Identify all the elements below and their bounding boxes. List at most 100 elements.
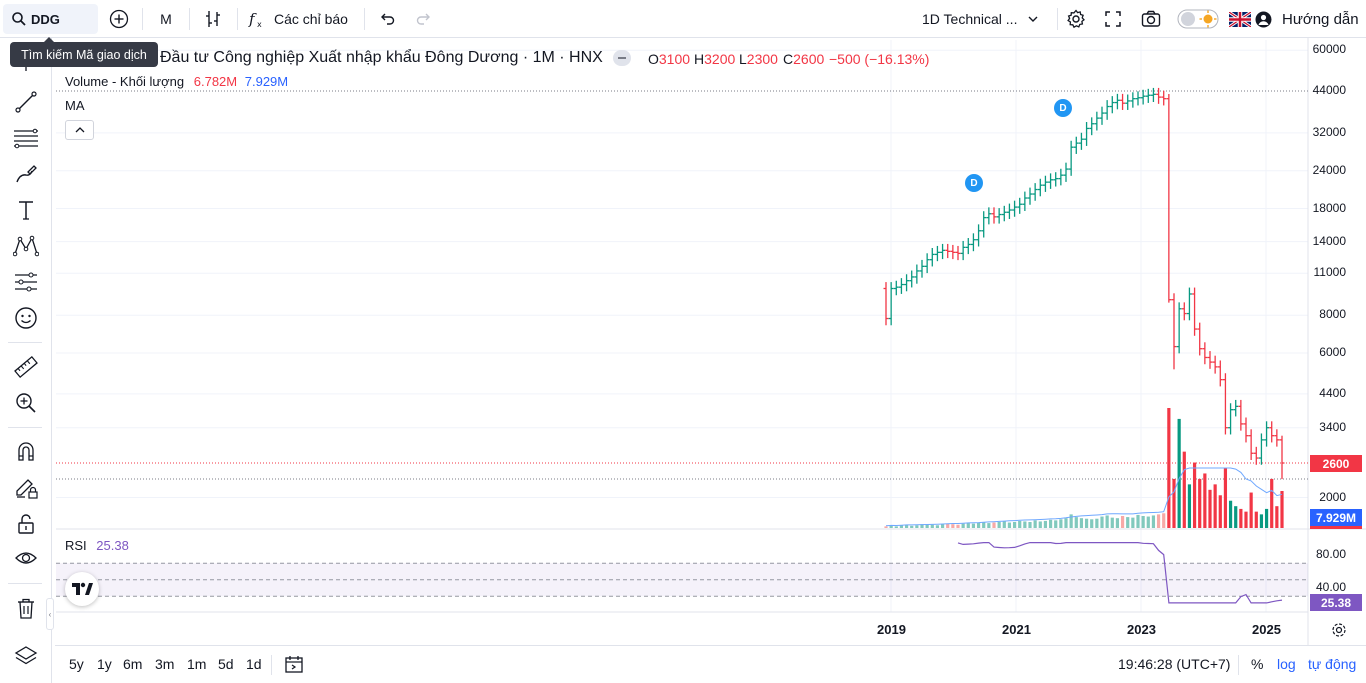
range-1y-button[interactable]: 1y <box>97 656 112 672</box>
volume-bar <box>1146 516 1150 528</box>
range-3m-button[interactable]: 3m <box>155 656 175 672</box>
volume-bar <box>1033 520 1037 528</box>
plus-circle-icon <box>109 9 129 29</box>
dividend-event-badge[interactable]: D <box>1054 99 1072 117</box>
auto-scale-toggle[interactable]: tự động <box>1308 656 1357 672</box>
price-axis-label: 8000 <box>1319 307 1346 322</box>
volume-ma-value: 7.929M <box>244 74 289 89</box>
symbol-title[interactable]: Đầu tư Công nghiệp Xuất nhập khẩu Đông D… <box>160 49 603 66</box>
last-price-tag: 2600 <box>1310 455 1362 472</box>
volume-ma-line <box>885 467 1283 527</box>
market-status-badge[interactable] <box>613 50 631 66</box>
object-tree-tool[interactable] <box>8 640 44 672</box>
ohlc-low: L2300 <box>739 51 778 67</box>
clock-timezone[interactable]: 19:46:28 (UTC+7) <box>1118 656 1231 672</box>
zoom-in-tool[interactable] <box>8 387 44 419</box>
chart-type-button[interactable] <box>199 4 227 34</box>
settings-button[interactable] <box>1062 4 1090 34</box>
symbol-search-button[interactable]: DDG <box>3 4 98 34</box>
lock-drawings-tool[interactable] <box>8 508 44 540</box>
rsi-axis-label: 40.00 <box>1315 580 1346 594</box>
fullscreen-button[interactable] <box>1099 4 1127 34</box>
text-tool[interactable] <box>8 194 44 226</box>
fullscreen-icon <box>1105 11 1121 27</box>
rsi-line <box>957 541 1283 604</box>
volume-bar <box>1018 520 1022 528</box>
layout-template-dropdown[interactable]: 1D Technical ... <box>914 4 1050 34</box>
volume-bar <box>884 526 888 528</box>
language-button[interactable] <box>1228 4 1252 34</box>
volume-bar <box>1002 521 1006 528</box>
guide-label: Hướng dẫn <box>1282 10 1359 28</box>
volume-bar <box>1126 517 1130 528</box>
range-1d-button[interactable]: 1d <box>246 656 262 672</box>
ma-legend[interactable]: MA <box>65 98 85 113</box>
axis-settings-button[interactable] <box>1331 622 1347 643</box>
toolbar-divider <box>142 8 143 30</box>
compare-symbol-button[interactable] <box>105 4 133 34</box>
hide-drawings-tool[interactable] <box>8 542 44 574</box>
volume-bar <box>904 524 909 528</box>
volume-bar <box>1259 514 1264 528</box>
price-axis-label: 4400 <box>1319 385 1346 400</box>
icon-tool[interactable] <box>8 302 44 334</box>
volume-bar <box>1141 516 1145 528</box>
go-to-date-button[interactable] <box>284 654 304 679</box>
tradingview-logo[interactable] <box>65 572 99 606</box>
brush-tool[interactable] <box>8 158 44 190</box>
log-scale-toggle[interactable]: log <box>1277 656 1296 672</box>
forecast-tool[interactable] <box>8 266 44 298</box>
ohlc-high: H3200 <box>694 51 735 67</box>
undo-button[interactable] <box>373 4 401 34</box>
volume-bar <box>894 526 898 528</box>
volume-bar <box>971 523 976 528</box>
rsi-value: 25.38 <box>96 538 129 553</box>
bar-chart-type-icon <box>206 11 220 27</box>
price-axis-label: 3400 <box>1319 419 1346 434</box>
range-6m-button[interactable]: 6m <box>123 656 143 672</box>
collapse-toolbar-handle[interactable]: ‹ <box>46 598 54 630</box>
range-5y-button[interactable]: 5y <box>69 656 84 672</box>
percent-scale-toggle[interactable]: % <box>1251 656 1264 672</box>
smiley-icon <box>15 307 37 329</box>
theme-toggle[interactable] <box>1176 4 1220 34</box>
range-1m-button[interactable]: 1m <box>187 656 207 672</box>
toolbar-divider <box>8 427 42 428</box>
volume-bar <box>1280 491 1284 528</box>
fibonacci-tool[interactable] <box>8 122 44 154</box>
guide-button[interactable]: Hướng dẫn <box>1255 4 1365 34</box>
drawing-mode-tool[interactable] <box>8 472 44 504</box>
volume-bar <box>935 525 940 528</box>
minus-icon <box>618 57 626 59</box>
volume-bar <box>1151 515 1156 528</box>
volume-bar <box>1249 492 1253 528</box>
change-value: −500 (−16.13%) <box>829 51 930 67</box>
snapshot-button[interactable] <box>1137 4 1165 34</box>
volume-bar <box>1110 517 1114 528</box>
magnet-tool[interactable] <box>8 436 44 468</box>
volume-label: Volume - Khối lượng <box>65 74 185 89</box>
volume-bar <box>1203 473 1207 528</box>
delete-drawings-tool[interactable] <box>8 593 44 625</box>
time-axis-label: 2019 <box>877 622 906 637</box>
svg-text:f: f <box>248 10 257 28</box>
ohlc-open: O3100 <box>648 51 690 67</box>
range-5d-button[interactable]: 5d <box>218 656 234 672</box>
redo-button[interactable] <box>410 4 438 34</box>
ohlc-change: −500 (−16.13%) <box>829 51 929 67</box>
trend-line-tool[interactable] <box>8 86 44 118</box>
collapse-legend-button[interactable] <box>65 120 94 140</box>
toolbar-divider <box>8 583 42 584</box>
rsi-legend[interactable]: RSI 25.38 <box>65 538 129 553</box>
interval-button[interactable]: M <box>160 11 172 27</box>
dividend-event-badge[interactable]: D <box>965 174 983 192</box>
volume-legend[interactable]: Volume - Khối lượng 6.782M 7.929M <box>65 74 288 89</box>
pattern-tool[interactable] <box>8 230 44 262</box>
measure-tool[interactable] <box>8 351 44 383</box>
toolbar-divider <box>237 8 238 30</box>
price-axis-label: 44000 <box>1312 83 1346 97</box>
